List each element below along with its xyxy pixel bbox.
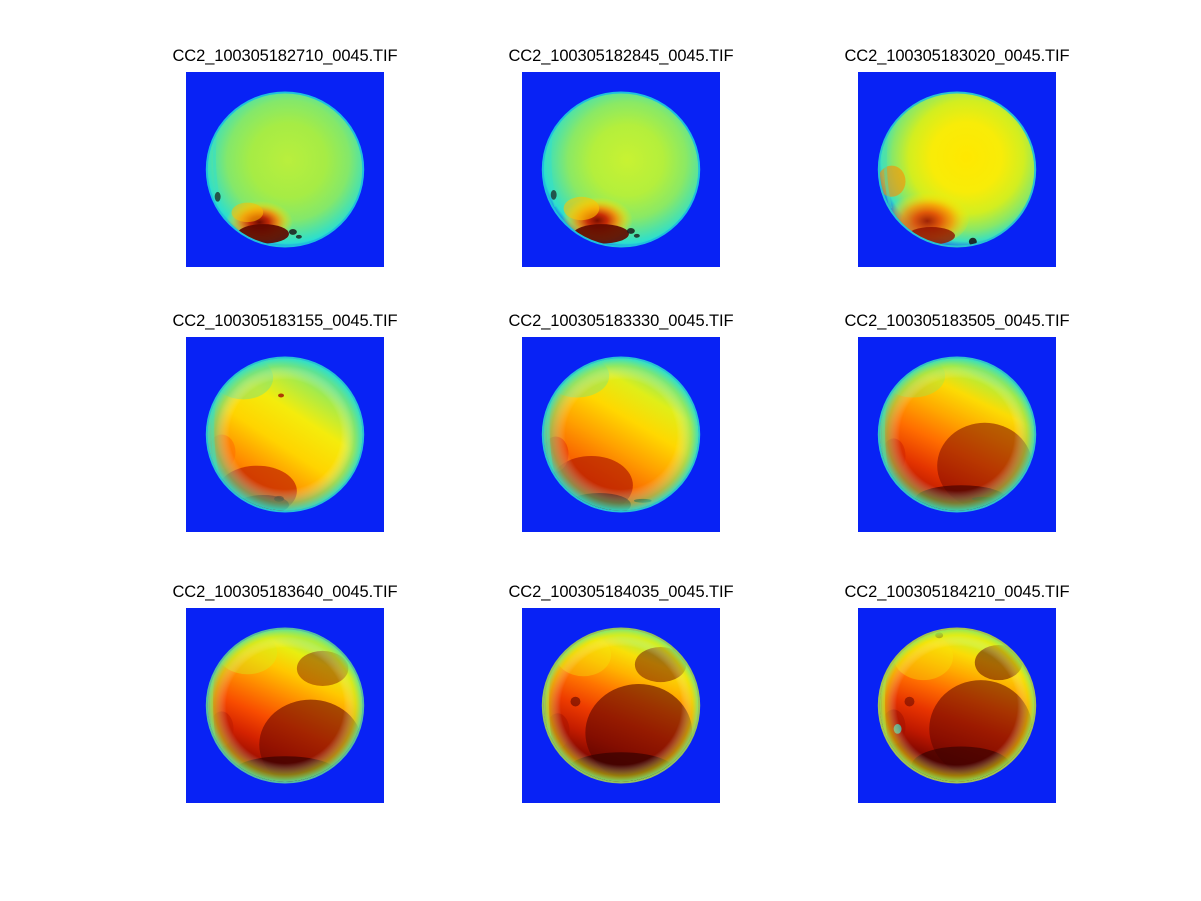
image-panel[interactable]: CC2_100305182710_0045.TIF xyxy=(172,47,398,267)
thermal-image xyxy=(186,608,384,803)
thermal-image xyxy=(186,337,384,532)
image-panel[interactable]: CC2_100305184035_0045.TIF xyxy=(508,583,734,803)
panel-title: CC2_100305183155_0045.TIF xyxy=(172,312,398,330)
thermal-image xyxy=(522,72,720,267)
image-panel[interactable]: CC2_100305182845_0045.TIF xyxy=(508,47,734,267)
panel-title: CC2_100305183505_0045.TIF xyxy=(844,312,1070,330)
panel-title: CC2_100305182710_0045.TIF xyxy=(172,47,398,65)
image-panel[interactable]: CC2_100305183020_0045.TIF xyxy=(844,47,1070,267)
image-panel[interactable]: CC2_100305183640_0045.TIF xyxy=(172,583,398,803)
image-panel[interactable]: CC2_100305183155_0045.TIF xyxy=(172,312,398,532)
image-panel[interactable]: CC2_100305183505_0045.TIF xyxy=(844,312,1070,532)
image-panel[interactable]: CC2_100305184210_0045.TIF xyxy=(844,583,1070,803)
panel-title: CC2_100305183020_0045.TIF xyxy=(844,47,1070,65)
panel-title: CC2_100305183330_0045.TIF xyxy=(508,312,734,330)
thermal-image xyxy=(858,337,1056,532)
panel-title: CC2_100305184035_0045.TIF xyxy=(508,583,734,601)
thermal-image xyxy=(522,608,720,803)
panel-title: CC2_100305183640_0045.TIF xyxy=(172,583,398,601)
thermal-image xyxy=(858,72,1056,267)
panel-title: CC2_100305182845_0045.TIF xyxy=(508,47,734,65)
image-panel[interactable]: CC2_100305183330_0045.TIF xyxy=(508,312,734,532)
thermal-image xyxy=(858,608,1056,803)
thermal-image xyxy=(522,337,720,532)
thermal-image xyxy=(186,72,384,267)
panel-title: CC2_100305184210_0045.TIF xyxy=(844,583,1070,601)
